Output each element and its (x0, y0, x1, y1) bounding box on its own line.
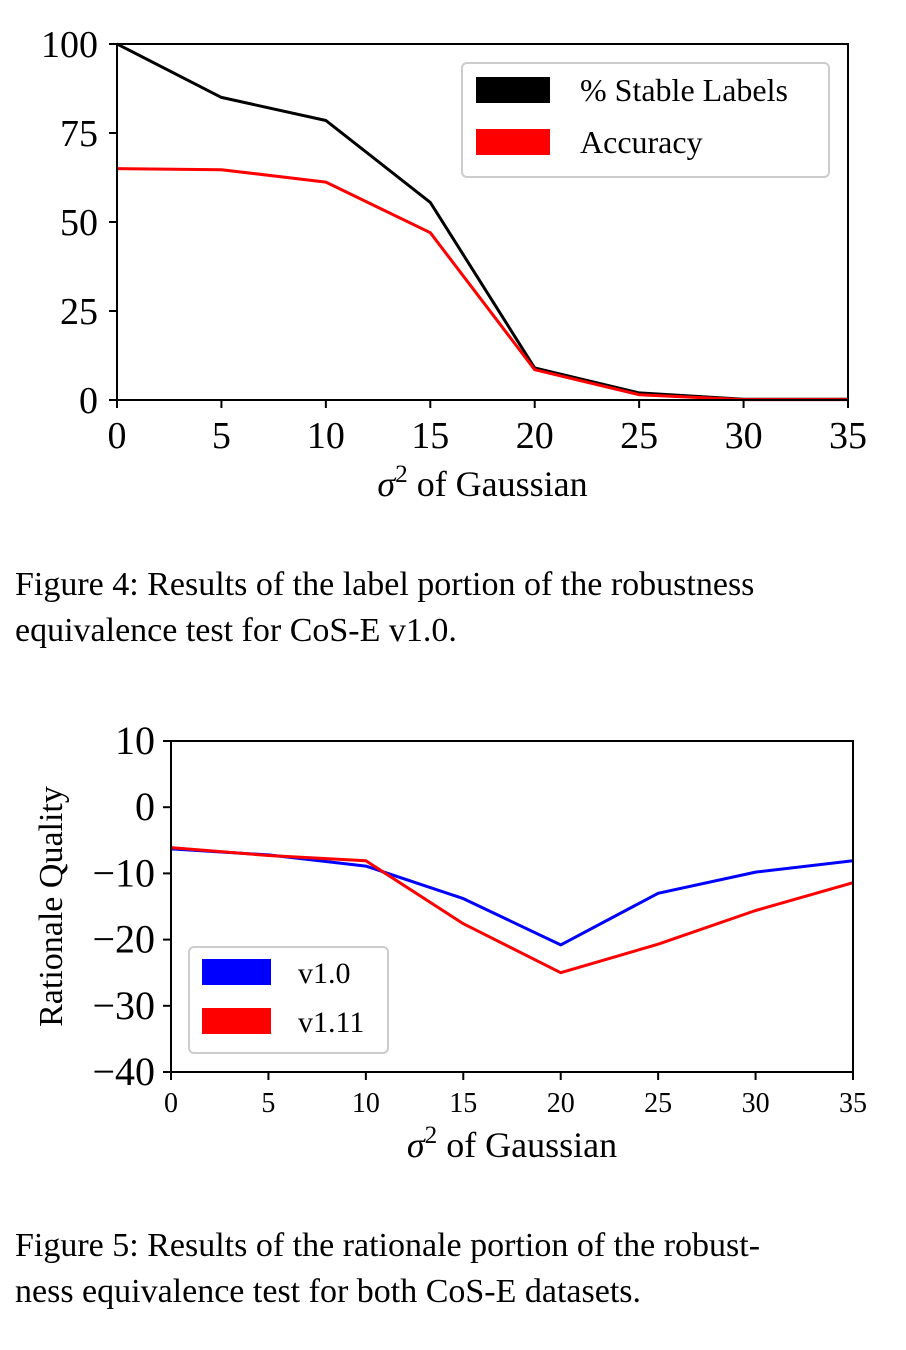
x-tick-label: 20 (516, 415, 554, 457)
y-tick-label: −10 (92, 850, 155, 895)
legend-swatch (476, 77, 550, 103)
figure-4-caption-line-1: Figure 4: Results of the label portion o… (15, 566, 755, 603)
x-tick-label: 25 (620, 415, 658, 457)
series-line-v1-0 (171, 847, 853, 947)
legend-swatch (476, 129, 550, 155)
x-tick-label: 35 (829, 415, 867, 457)
legend-label: Accuracy (580, 124, 703, 160)
x-tick-label: 5 (261, 1088, 275, 1119)
legend: v1.0 v1.11 (188, 946, 389, 1054)
x-tick-label: 15 (449, 1088, 477, 1119)
legend: % Stable Labels Accuracy (461, 62, 830, 178)
x-tick-label: 20 (547, 1088, 575, 1119)
x-tick-label: 25 (644, 1088, 672, 1119)
y-tick-label: 0 (135, 784, 155, 829)
y-tick-label: 25 (60, 291, 98, 333)
chart-5: 0 5 10 15 20 25 30 35 −40 −30 −20 −10 0 10 σ2 of Gauss… (33, 718, 867, 1165)
x-tick-label: 35 (839, 1088, 867, 1119)
y-tick-label: 75 (60, 113, 98, 155)
legend-box (461, 62, 830, 178)
plot-frame (170, 740, 854, 1073)
figure-5-caption-line-1: Figure 5: Results of the rationale porti… (15, 1227, 761, 1264)
x-tick-label: 30 (742, 1088, 770, 1119)
y-tick-label: −30 (92, 983, 155, 1028)
figure-5-caption-line-2: ness equivalence test for both CoS-E dat… (15, 1273, 642, 1310)
figure-5-caption: Figure 5: Results of the rationale porti… (15, 1223, 895, 1315)
y-tick-label: −20 (92, 917, 155, 962)
x-tick-label: 10 (307, 415, 345, 457)
y-tick-label: 10 (115, 718, 155, 763)
series-line-accuracy (117, 167, 848, 402)
x-axis-label: σ2 of Gaussian (377, 461, 587, 504)
x-tick-label: 30 (725, 415, 763, 457)
x-tick-label: 0 (108, 415, 127, 457)
figure-4-caption: Figure 4: Results of the label portion o… (15, 562, 895, 654)
x-axis-label: σ2 of Gaussian (407, 1122, 617, 1165)
figure-4-caption-line-2: equivalence test for CoS-E v1.0. (15, 612, 457, 649)
legend-label: % Stable Labels (580, 72, 788, 108)
legend-swatch (202, 1008, 271, 1034)
legend-swatch (202, 959, 271, 985)
x-tick-label: 5 (212, 415, 231, 457)
x-tick-label: 0 (164, 1088, 178, 1119)
y-tick-label: 100 (41, 24, 98, 66)
x-tick-label: 10 (352, 1088, 380, 1119)
legend-label: v1.0 (298, 957, 351, 990)
y-axis-label: Rationale Quality (33, 786, 70, 1027)
x-tick-label: 15 (411, 415, 449, 457)
legend-label: v1.11 (298, 1006, 364, 1039)
y-tick-label: 50 (60, 202, 98, 244)
y-tick-label: 0 (79, 380, 98, 422)
chart-4: 0 5 10 15 20 25 30 35 0 25 50 75 100 σ2 of Gaussian % … (41, 24, 867, 504)
y-tick-label: −40 (92, 1049, 155, 1094)
series-line-v1-11 (171, 846, 853, 975)
